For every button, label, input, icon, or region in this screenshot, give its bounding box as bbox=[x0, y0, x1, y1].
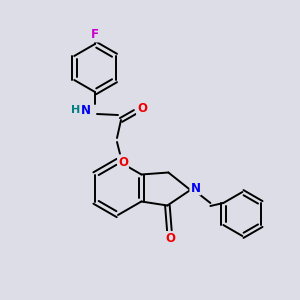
Text: H: H bbox=[71, 105, 81, 115]
Text: O: O bbox=[118, 155, 128, 169]
Text: N: N bbox=[81, 103, 91, 116]
Text: N: N bbox=[190, 182, 200, 194]
Text: O: O bbox=[165, 232, 176, 245]
Text: F: F bbox=[91, 28, 99, 41]
Text: O: O bbox=[137, 101, 147, 115]
